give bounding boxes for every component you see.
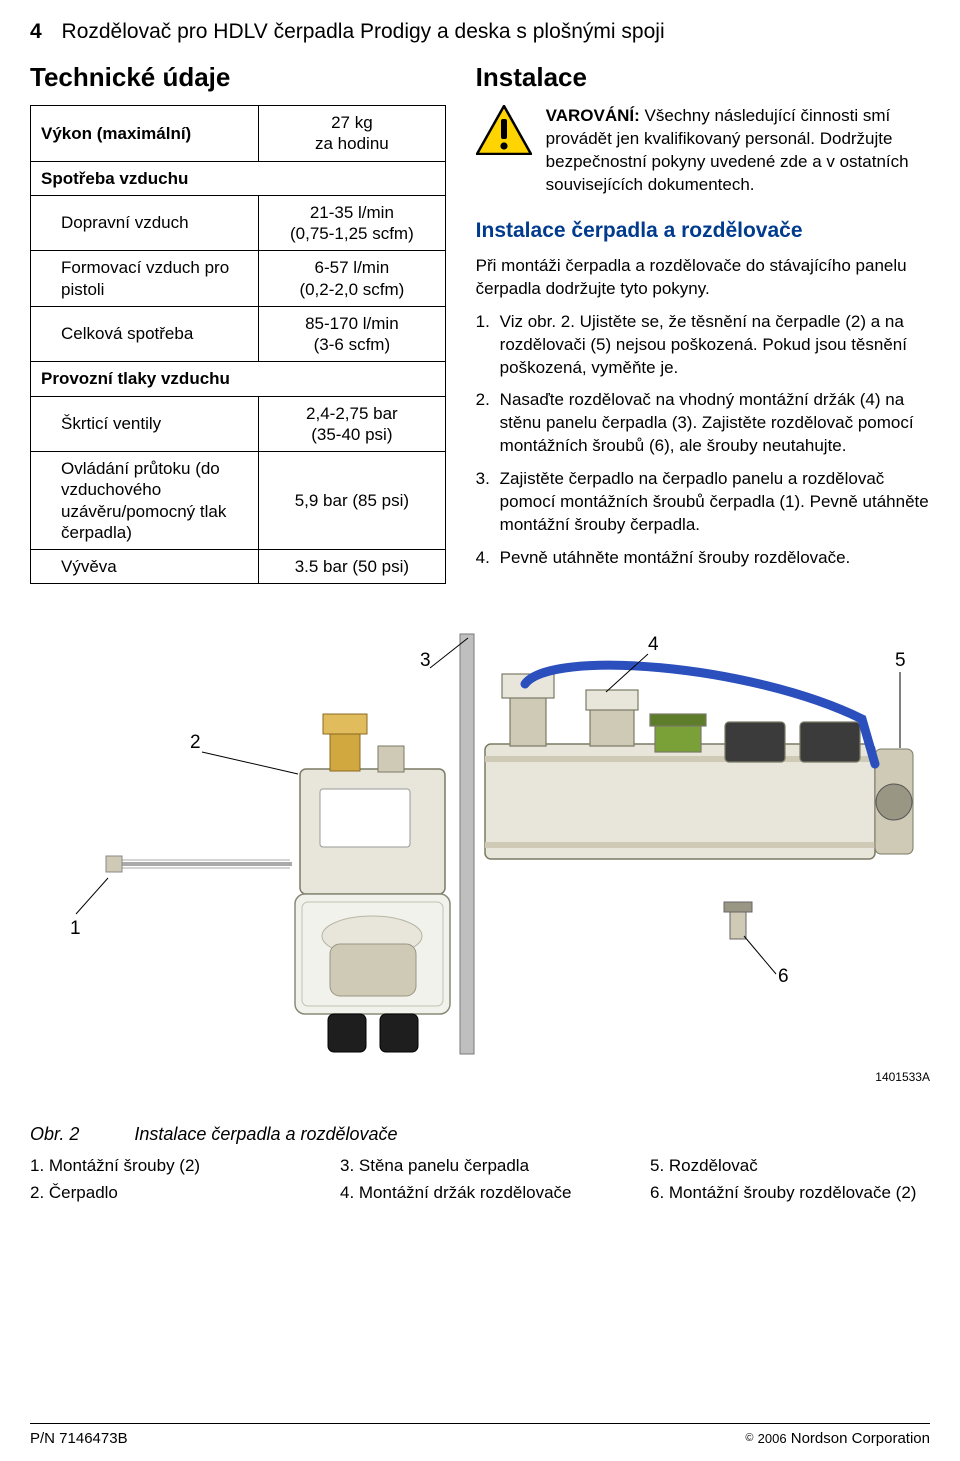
step-number: 4. (476, 547, 500, 570)
spec-label: Dopravní vzduch (31, 195, 259, 251)
callout-6: 6 (778, 966, 789, 988)
copyright-corp: Nordson Corporation (791, 1430, 930, 1447)
footer: P/N 7146473B © 2006 Nordson Corporation (30, 1423, 930, 1447)
legend-item: 3. Stěna panelu čerpadla (340, 1153, 620, 1179)
page-header: 4 Rozdělovač pro HDLV čerpadla Prodigy a… (30, 20, 930, 44)
figure: 1 2 3 4 5 6 1401533A (30, 614, 930, 1084)
legend-item: 5. Rozdělovač (650, 1153, 930, 1179)
page-number: 4 (30, 20, 42, 43)
step-text: Zajistěte čerpadlo na čerpadlo panelu a … (500, 468, 930, 537)
spec-label: Formovací vzduch pro pistoli (31, 251, 259, 307)
legend-column: 1. Montážní šrouby (2)2. Čerpadlo (30, 1153, 310, 1206)
legend-item: 1. Montážní šrouby (2) (30, 1153, 310, 1179)
caption-title: Instalace čerpadla a rozdělovače (134, 1124, 397, 1144)
spec-value: 21-35 l/min(0,75-1,25 scfm) (259, 195, 446, 251)
part-number: P/N 7146473B (30, 1430, 128, 1447)
spec-value: 5,9 bar (85 psi) (259, 452, 446, 550)
callout-5: 5 (895, 650, 906, 672)
spec-label: Škrticí ventily (31, 396, 259, 452)
subheading: Instalace čerpadla a rozdělovače (476, 219, 930, 243)
figure-caption: Obr. 2 Instalace čerpadla a rozdělovače (30, 1124, 930, 1145)
callout-2: 2 (190, 732, 201, 754)
intro-text: Při montáži čerpadla a rozdělovače do st… (476, 255, 930, 301)
section-heading-right: Instalace (476, 62, 930, 93)
step-number: 3. (476, 468, 500, 537)
spec-label: Spotřeba vzduchu (31, 161, 446, 195)
spec-table: Výkon (maximální)27 kgza hodinuSpotřeba … (30, 105, 446, 584)
section-heading-left: Technické údaje (30, 62, 446, 93)
legend-column: 5. Rozdělovač6. Montážní šrouby rozdělov… (650, 1153, 930, 1206)
spec-label: Vývěva (31, 550, 259, 584)
step-number: 2. (476, 389, 500, 458)
spec-value: 27 kgza hodinu (259, 106, 446, 162)
callout-3: 3 (420, 650, 431, 672)
step-item: 4.Pevně utáhněte montážní šrouby rozdělo… (476, 547, 930, 570)
callout-1: 1 (70, 918, 81, 940)
spec-value: 85-170 l/min(3-6 scfm) (259, 306, 446, 362)
figure-legend: 1. Montážní šrouby (2)2. Čerpadlo 3. Stěn… (30, 1153, 930, 1206)
spec-label: Ovládání průtoku (do vzduchového uzávěru… (31, 452, 259, 550)
step-item: 3.Zajistěte čerpadlo na čerpadlo panelu … (476, 468, 930, 537)
legend-item: 2. Čerpadlo (30, 1180, 310, 1206)
warning-label: VAROVÁNÍ: (546, 106, 640, 125)
copyright: © 2006 Nordson Corporation (745, 1430, 930, 1447)
warning-block: VAROVÁNÍ: Všechny následující činnosti s… (476, 105, 930, 197)
step-text: Viz obr. 2. Ujistěte se, že těsnění na č… (500, 311, 930, 380)
step-number: 1. (476, 311, 500, 380)
warning-icon (476, 105, 532, 197)
warning-text: VAROVÁNÍ: Všechny následující činnosti s… (546, 105, 930, 197)
legend-item: 6. Montážní šrouby rozdělovače (2) (650, 1180, 930, 1206)
spec-label: Výkon (maximální) (31, 106, 259, 162)
step-text: Nasaďte rozdělovač na vhodný montážní dr… (500, 389, 930, 458)
spec-value: 3.5 bar (50 psi) (259, 550, 446, 584)
step-item: 2.Nasaďte rozdělovač na vhodný montážní … (476, 389, 930, 458)
copyright-year: 2006 (758, 1431, 787, 1446)
spec-value: 2,4-2,75 bar(35-40 psi) (259, 396, 446, 452)
legend-item: 4. Montážní držák rozdělovače (340, 1180, 620, 1206)
legend-column: 3. Stěna panelu čerpadla4. Montážní držá… (340, 1153, 620, 1206)
doc-title: Rozdělovač pro HDLV čerpadla Prodigy a d… (62, 20, 665, 43)
spec-label: Provozní tlaky vzduchu (31, 362, 446, 396)
steps-list: 1.Viz obr. 2. Ujistěte se, že těsnění na… (476, 311, 930, 570)
step-text: Pevně utáhněte montážní šrouby rozdělova… (500, 547, 851, 570)
step-item: 1.Viz obr. 2. Ujistěte se, že těsnění na… (476, 311, 930, 380)
spec-value: 6-57 l/min(0,2-2,0 scfm) (259, 251, 446, 307)
figure-code: 1401533A (875, 1070, 930, 1084)
caption-ref: Obr. 2 (30, 1124, 79, 1144)
spec-label: Celková spotřeba (31, 306, 259, 362)
callout-4: 4 (648, 634, 659, 656)
